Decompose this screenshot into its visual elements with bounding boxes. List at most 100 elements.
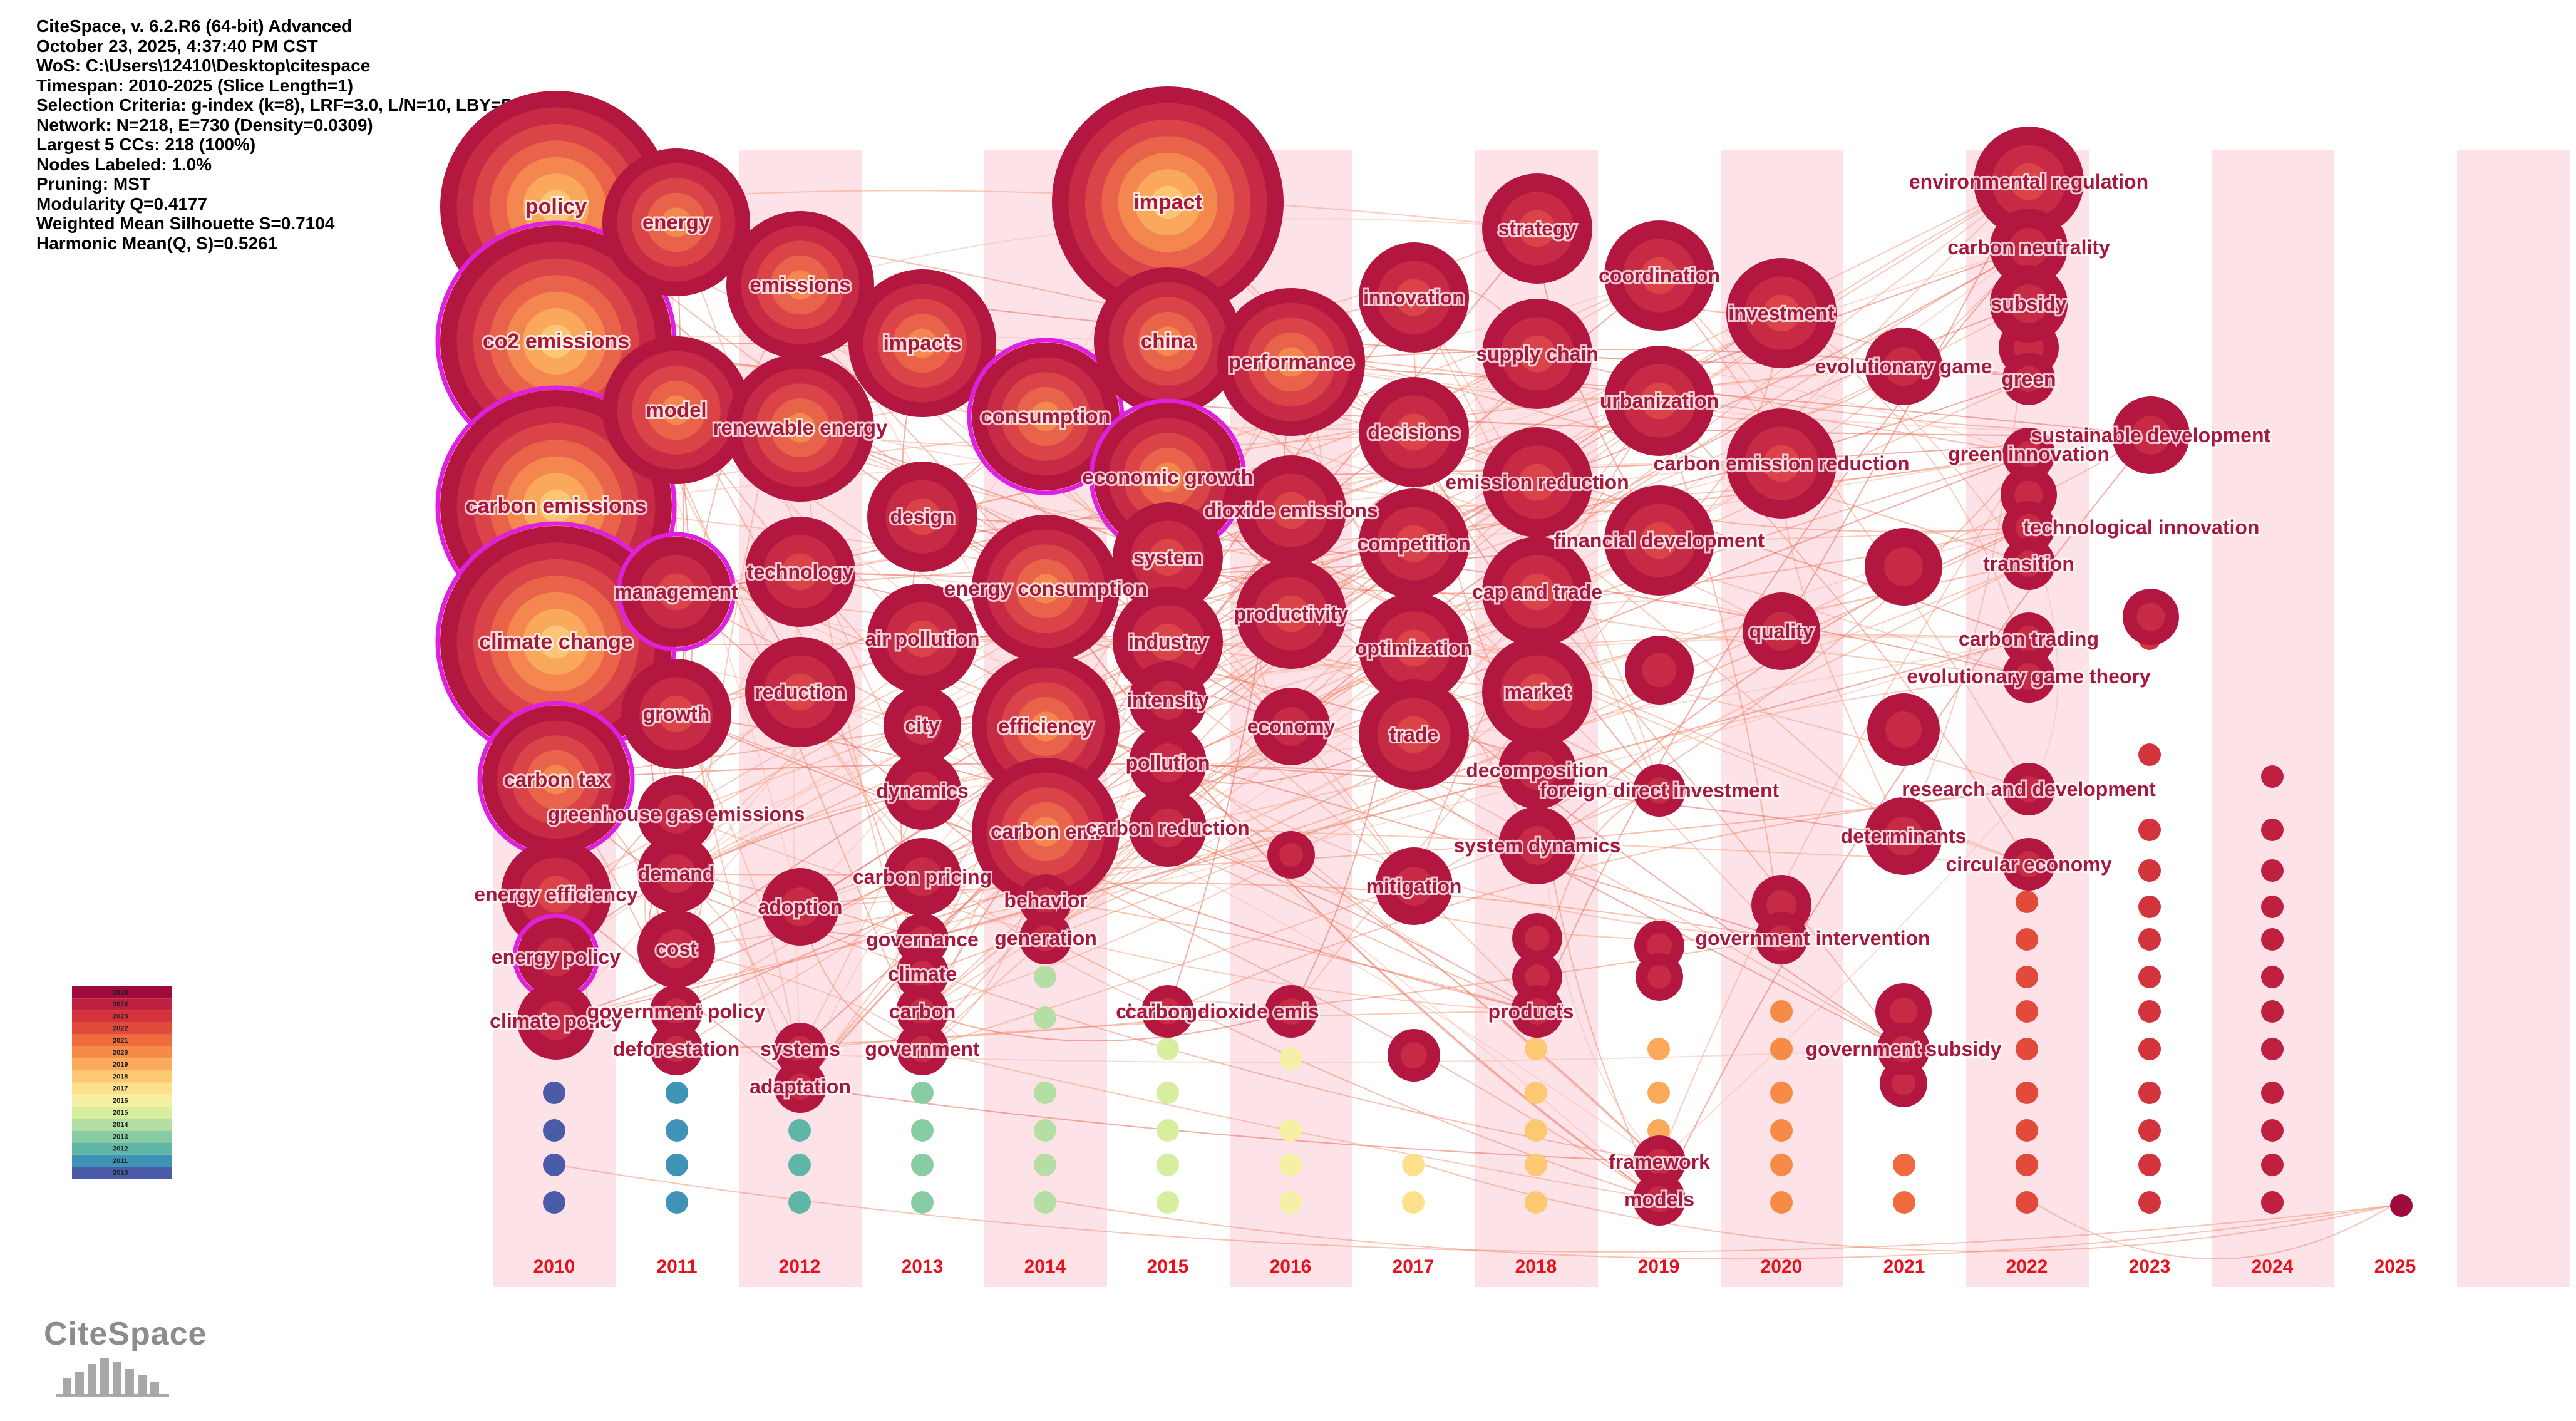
keyword-node-small[interactable] bbox=[1157, 1119, 1179, 1142]
keyword-node[interactable] bbox=[2002, 650, 2055, 703]
keyword-label[interactable]: government intervention bbox=[1693, 925, 1932, 951]
keyword-label[interactable]: climate bbox=[886, 961, 959, 987]
keyword-label[interactable]: energy efficiency bbox=[472, 881, 640, 907]
keyword-node[interactable] bbox=[1755, 912, 1808, 964]
keyword-node[interactable] bbox=[896, 948, 949, 1000]
keyword-node[interactable] bbox=[477, 701, 635, 859]
keyword-node[interactable] bbox=[1094, 267, 1242, 415]
keyword-node-small[interactable] bbox=[1034, 1119, 1056, 1142]
keyword-node[interactable] bbox=[1990, 209, 2068, 286]
keyword-label[interactable]: carbon emission reduction bbox=[1652, 450, 1912, 477]
keyword-label[interactable]: cap and trade bbox=[1470, 579, 1604, 605]
keyword-node[interactable] bbox=[517, 982, 595, 1060]
keyword-label[interactable]: energy consumption bbox=[942, 575, 1150, 602]
keyword-node-small[interactable] bbox=[1525, 1154, 1547, 1176]
keyword-node-unlabeled[interactable] bbox=[1512, 913, 1562, 963]
keyword-node-unlabeled[interactable] bbox=[1867, 693, 1940, 766]
keyword-node-small[interactable] bbox=[2261, 819, 2284, 841]
keyword-node-small[interactable] bbox=[2138, 1119, 2161, 1142]
keyword-label[interactable]: carbon emissions bbox=[463, 492, 648, 520]
keyword-node[interactable] bbox=[884, 838, 961, 916]
keyword-label[interactable]: industry bbox=[1126, 629, 1209, 655]
keyword-node[interactable] bbox=[1877, 1023, 1930, 1075]
keyword-label[interactable]: china bbox=[1139, 328, 1197, 354]
keyword-node-small[interactable] bbox=[911, 1154, 934, 1176]
keyword-label[interactable]: dynamics bbox=[874, 778, 971, 804]
keyword-node-small[interactable] bbox=[1770, 1119, 1793, 1142]
keyword-label[interactable]: carbon pricing bbox=[851, 864, 994, 890]
keyword-node[interactable] bbox=[1726, 258, 1837, 368]
keyword-node[interactable] bbox=[2002, 501, 2055, 554]
keyword-label[interactable]: trade bbox=[1388, 721, 1440, 748]
keyword-label[interactable]: quality bbox=[1747, 618, 1815, 644]
keyword-node[interactable] bbox=[650, 985, 703, 1038]
keyword-node[interactable] bbox=[1865, 328, 1942, 405]
keyword-node[interactable] bbox=[1052, 86, 1284, 318]
keyword-node[interactable] bbox=[745, 637, 855, 747]
keyword-node[interactable] bbox=[761, 868, 839, 946]
keyword-label[interactable]: evolutionary game theory bbox=[1905, 663, 2153, 690]
keyword-label[interactable]: optimization bbox=[1353, 635, 1475, 661]
keyword-node[interactable] bbox=[1726, 408, 1837, 519]
keyword-node[interactable] bbox=[435, 521, 677, 763]
keyword-label[interactable]: systems bbox=[758, 1036, 842, 1062]
keyword-node[interactable] bbox=[1129, 724, 1207, 802]
keyword-node-small[interactable] bbox=[2138, 1038, 2161, 1060]
keyword-label[interactable]: greenhouse gas emissions bbox=[546, 801, 807, 827]
keyword-node[interactable] bbox=[726, 211, 874, 359]
keyword-label[interactable]: behavior bbox=[1002, 887, 1089, 914]
keyword-node-small[interactable] bbox=[2138, 819, 2161, 841]
keyword-label[interactable]: green bbox=[1999, 366, 2058, 392]
keyword-node[interactable] bbox=[501, 839, 611, 949]
keyword-node[interactable] bbox=[1236, 455, 1346, 566]
keyword-node-small[interactable] bbox=[543, 1154, 565, 1176]
keyword-node[interactable] bbox=[1375, 847, 1453, 925]
keyword-label[interactable]: consumption bbox=[979, 403, 1112, 430]
keyword-node[interactable] bbox=[2002, 353, 2055, 405]
keyword-label[interactable]: governance bbox=[864, 926, 981, 953]
keyword-node[interactable] bbox=[1482, 173, 1592, 284]
keyword-node[interactable] bbox=[621, 659, 731, 769]
keyword-label[interactable]: competition bbox=[1355, 530, 1472, 557]
keyword-label[interactable]: growth bbox=[641, 701, 712, 727]
keyword-label[interactable]: technological innovation bbox=[2022, 514, 2262, 540]
keyword-label[interactable]: emissions bbox=[748, 271, 852, 298]
keyword-node-small[interactable] bbox=[2016, 1119, 2038, 1142]
keyword-node[interactable] bbox=[2002, 428, 2055, 480]
keyword-node-small[interactable] bbox=[1034, 966, 1056, 988]
keyword-node-small[interactable] bbox=[788, 1119, 811, 1142]
keyword-node[interactable] bbox=[745, 517, 855, 627]
keyword-label[interactable]: city bbox=[903, 712, 941, 738]
keyword-node[interactable] bbox=[602, 336, 750, 484]
keyword-node-small[interactable] bbox=[1157, 1191, 1179, 1214]
keyword-node-small[interactable] bbox=[2138, 743, 2161, 766]
keyword-node[interactable] bbox=[1511, 985, 1564, 1038]
keyword-node-small[interactable] bbox=[1279, 1119, 1302, 1142]
keyword-label[interactable]: co2 emissions bbox=[481, 328, 631, 355]
keyword-node[interactable] bbox=[1359, 377, 1469, 487]
keyword-node-unlabeled[interactable] bbox=[1636, 953, 1683, 1001]
keyword-node-small[interactable] bbox=[2016, 928, 2038, 951]
keyword-node[interactable] bbox=[726, 354, 874, 502]
keyword-label[interactable]: carbon dioxide emis bbox=[1123, 998, 1321, 1025]
keyword-node[interactable] bbox=[774, 1060, 827, 1113]
keyword-label[interactable]: decomposition bbox=[1464, 757, 1610, 783]
keyword-node-small[interactable] bbox=[911, 1191, 934, 1214]
keyword-node[interactable] bbox=[637, 835, 715, 912]
keyword-node-small[interactable] bbox=[666, 1154, 688, 1176]
keyword-label[interactable]: urbanization bbox=[1598, 388, 1721, 414]
keyword-label[interactable]: deforestation bbox=[611, 1036, 742, 1062]
keyword-node-small[interactable] bbox=[1647, 1082, 1670, 1104]
keyword-label[interactable]: intensity bbox=[1125, 687, 1211, 713]
keyword-node-small[interactable] bbox=[2261, 765, 2284, 788]
keyword-label[interactable]: carbon bbox=[887, 998, 958, 1025]
keyword-node-small[interactable] bbox=[1770, 1038, 1793, 1060]
keyword-node-small[interactable] bbox=[1157, 1082, 1179, 1104]
keyword-node[interactable] bbox=[1359, 242, 1469, 353]
keyword-node[interactable] bbox=[848, 269, 996, 417]
keyword-node[interactable] bbox=[1633, 1135, 1686, 1188]
keyword-node-small[interactable] bbox=[2261, 928, 2284, 951]
keyword-node[interactable] bbox=[1990, 265, 2068, 343]
keyword-node-small[interactable] bbox=[1402, 1154, 1425, 1176]
keyword-node[interactable] bbox=[1359, 593, 1469, 703]
